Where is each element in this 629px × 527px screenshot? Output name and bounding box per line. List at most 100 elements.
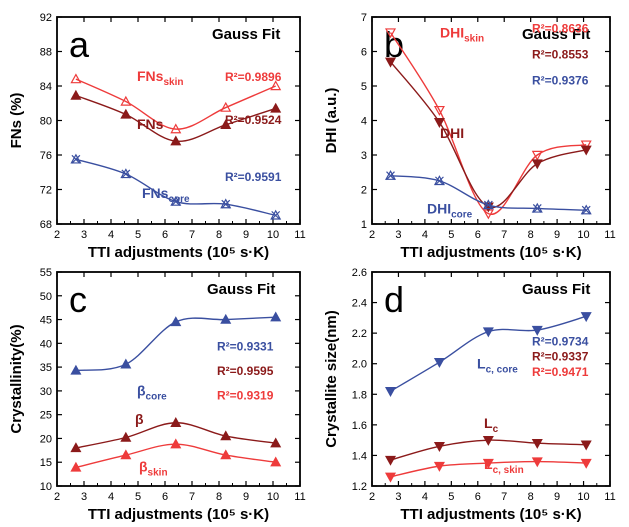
series-main: DHI R²=0.8553 xyxy=(384,47,592,213)
data-point xyxy=(433,461,445,472)
data-point xyxy=(220,430,232,441)
series-label: Lc xyxy=(484,415,499,435)
data-point xyxy=(580,204,592,215)
plot-frame xyxy=(56,271,301,487)
series-label: Lc, skin xyxy=(484,456,524,476)
data-point-cross xyxy=(221,199,231,209)
fit-method-label: Gauss Fit xyxy=(212,26,280,43)
y-tick-label: 92 xyxy=(40,12,52,24)
y-tick-label: 2 xyxy=(361,185,367,197)
series-label: βcore xyxy=(137,383,167,403)
r-squared-label: R²=0.9337 xyxy=(532,350,589,364)
y-tick-label: 1.2 xyxy=(352,481,367,493)
x-tick-label: 3 xyxy=(395,491,401,503)
x-tick-label: 11 xyxy=(604,229,615,241)
y-tick-label: 35 xyxy=(40,362,52,374)
data-point-cross xyxy=(171,197,181,206)
y-tick-label: 5 xyxy=(361,81,367,93)
x-tick-label: 2 xyxy=(54,229,60,241)
data-point xyxy=(170,135,182,146)
panel-letter: c xyxy=(69,279,87,320)
data-point xyxy=(531,457,543,468)
data-point xyxy=(433,442,445,452)
data-point xyxy=(531,325,543,336)
x-tick-label: 7 xyxy=(501,229,507,241)
x-tick-label: 7 xyxy=(189,229,195,241)
x-axis-title: TTI adjustments (10⁵ s·K) xyxy=(400,244,581,261)
series-label: Lc, core xyxy=(477,355,518,375)
data-point-cross xyxy=(435,176,444,186)
x-tick-label: 2 xyxy=(369,229,375,241)
x-tick-label: 10 xyxy=(577,491,589,503)
data-point xyxy=(270,437,282,448)
data-point xyxy=(580,312,592,323)
data-point xyxy=(120,95,132,106)
panel-letter: a xyxy=(69,24,90,65)
series-c--skin: Lc, skin R²=0.9471 xyxy=(384,365,592,483)
x-tick-label: 5 xyxy=(448,491,454,503)
x-tick-label: 4 xyxy=(108,229,114,241)
r-squared-label: R²=0.9896 xyxy=(225,70,282,84)
x-tick-label: 10 xyxy=(267,229,279,241)
series-label: DHI xyxy=(440,125,464,141)
x-tick-label: 7 xyxy=(501,491,507,503)
x-tick-label: 11 xyxy=(604,491,615,503)
series-label: β xyxy=(135,411,144,427)
x-tick-label: 7 xyxy=(189,491,195,503)
x-tick-label: 8 xyxy=(216,229,222,241)
y-axis-title: FNs (%) xyxy=(8,93,25,149)
data-point xyxy=(531,439,543,449)
data-point xyxy=(120,108,132,119)
x-tick-label: 10 xyxy=(577,229,589,241)
y-tick-label: 55 xyxy=(40,267,52,279)
data-point xyxy=(384,57,397,68)
y-axis-title: DHI (a.u.) xyxy=(323,88,340,154)
data-point xyxy=(120,358,132,369)
data-point xyxy=(433,175,445,186)
data-point xyxy=(220,313,232,324)
x-tick-label: 5 xyxy=(135,491,141,503)
panel-letter: d xyxy=(384,279,404,320)
y-tick-label: 1.4 xyxy=(352,450,367,462)
y-tick-label: 4 xyxy=(361,116,367,128)
y-tick-label: 15 xyxy=(40,457,52,469)
x-tick-label: 2 xyxy=(54,491,60,503)
data-point xyxy=(580,140,592,151)
data-point xyxy=(270,456,282,467)
data-point xyxy=(384,387,397,397)
x-tick-label: 8 xyxy=(528,491,534,503)
x-tick-label: 4 xyxy=(422,229,428,241)
y-tick-label: 2.4 xyxy=(352,298,367,310)
r-squared-label: R²=0.8553 xyxy=(532,47,589,61)
y-tick-label: 2.0 xyxy=(352,359,367,371)
data-point xyxy=(433,118,445,128)
x-tick-label: 8 xyxy=(528,229,534,241)
data-point xyxy=(170,195,182,206)
data-point xyxy=(220,119,232,130)
series-label: FNscore xyxy=(142,185,190,205)
y-tick-label: 72 xyxy=(40,185,52,197)
data-point-cross xyxy=(581,205,591,215)
x-tick-label: 11 xyxy=(294,491,305,503)
data-point xyxy=(384,472,397,483)
fit-curve xyxy=(75,158,276,217)
r-squared-label: R²=0.9595 xyxy=(217,364,274,378)
y-tick-label: 1.8 xyxy=(352,389,367,401)
r-squared-label: R²=0.9524 xyxy=(225,113,282,127)
plot-frame xyxy=(371,271,611,487)
data-point xyxy=(531,150,543,161)
data-point xyxy=(70,73,82,84)
data-point-cross xyxy=(271,210,281,220)
series-label: DHIcore xyxy=(427,201,473,221)
data-point-cross xyxy=(483,200,493,210)
r-squared-label: R²=0.9591 xyxy=(225,170,282,184)
data-point xyxy=(170,316,182,327)
x-tick-label: 3 xyxy=(81,491,87,503)
data-point xyxy=(580,458,592,469)
x-tick-label: 2 xyxy=(369,491,375,503)
data-point xyxy=(170,417,182,427)
series-label: DHIskin xyxy=(440,25,484,45)
x-tick-label: 6 xyxy=(475,229,481,241)
